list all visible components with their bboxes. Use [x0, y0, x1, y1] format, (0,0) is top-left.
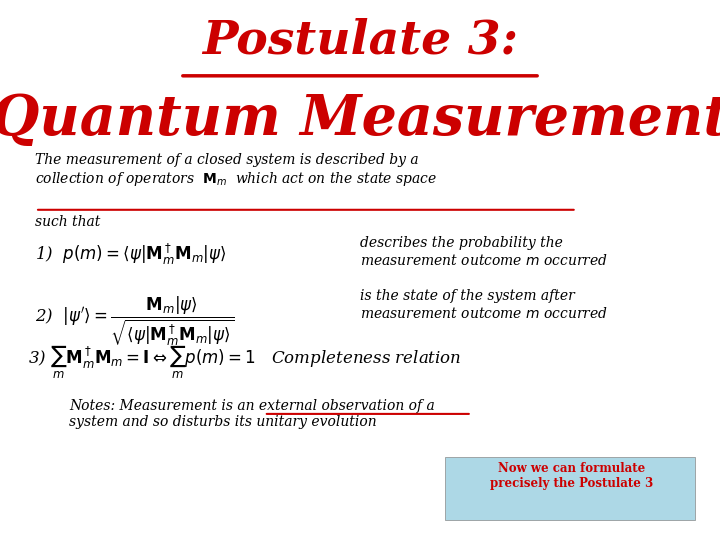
Text: is the state of the system after
measurement outcome $m$ occurred: is the state of the system after measure…	[360, 289, 608, 321]
Text: 1)  $p(m) = \langle\psi|\mathbf{M}_m^\dagger \mathbf{M}_m|\psi\rangle$: 1) $p(m) = \langle\psi|\mathbf{M}_m^\dag…	[35, 242, 227, 267]
Text: 2)  $|\psi'\rangle = \dfrac{\mathbf{M}_m|\psi\rangle}{\sqrt{\langle\psi|\mathbf{: 2) $|\psi'\rangle = \dfrac{\mathbf{M}_m|…	[35, 295, 234, 348]
Text: such that: such that	[35, 215, 101, 230]
Text: The measurement of a closed system is described by a
collection of operators  $\: The measurement of a closed system is de…	[35, 153, 437, 188]
Text: describes the probability the
measurement outcome $m$ occurred: describes the probability the measuremen…	[360, 237, 608, 268]
Text: Now we can formulate
precisely the Postulate 3: Now we can formulate precisely the Postu…	[490, 462, 653, 490]
Text: Notes: Measurement is an external observation of a
system and so disturbs its un: Notes: Measurement is an external observ…	[69, 399, 435, 429]
Text: 3) $\sum_m \mathbf{M}_m^\dagger \mathbf{M}_m = \mathbf{I} \Leftrightarrow \sum_m: 3) $\sum_m \mathbf{M}_m^\dagger \mathbf{…	[28, 344, 462, 381]
Text: Postulate 3:: Postulate 3:	[202, 18, 518, 64]
Text: Quantum Measurement: Quantum Measurement	[0, 92, 720, 147]
FancyBboxPatch shape	[445, 457, 695, 519]
